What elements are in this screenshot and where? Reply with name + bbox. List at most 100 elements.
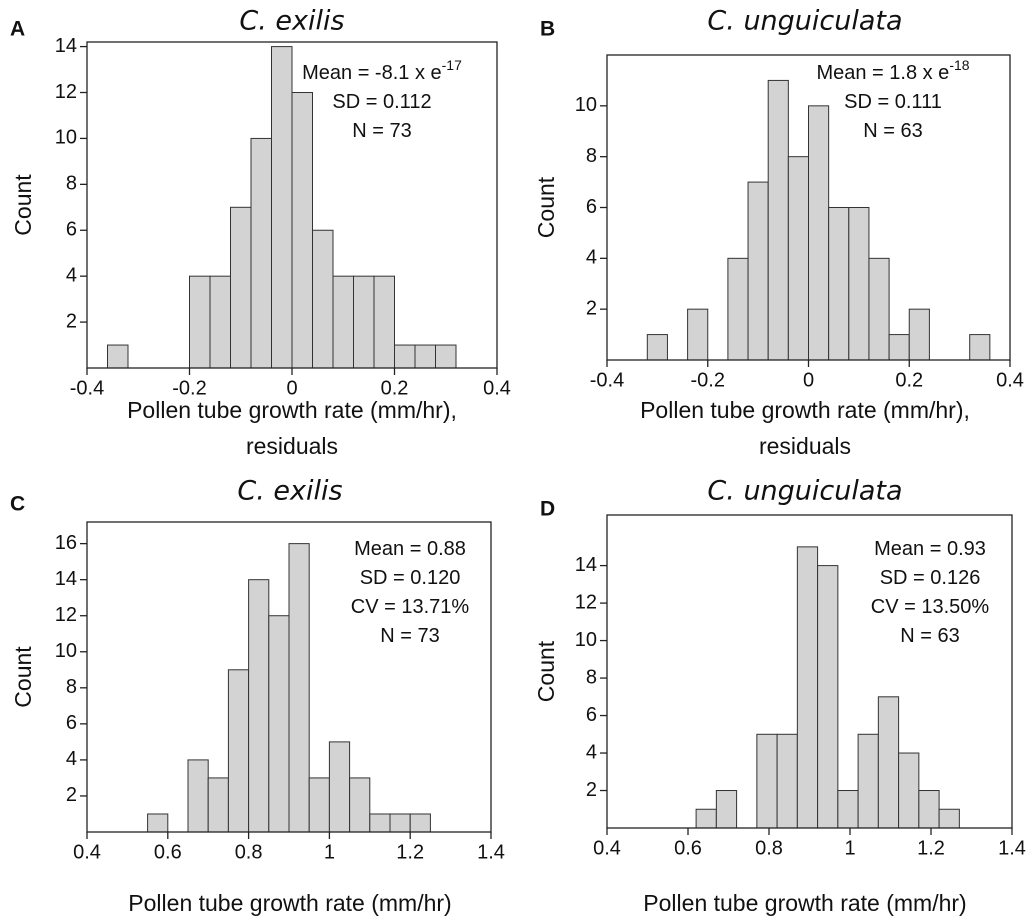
y-tick-label: 12 xyxy=(575,591,597,613)
annotation-text: N = 73 xyxy=(380,625,439,647)
x-tick-label: 0.2 xyxy=(895,369,923,391)
annotation: SD = 0.112 xyxy=(332,91,431,113)
y-tick-label: 2 xyxy=(66,310,77,332)
y-tick-label: 8 xyxy=(66,173,77,195)
x-tick-label: 0.4 xyxy=(996,369,1024,391)
y-tick-label: 2 xyxy=(66,784,77,806)
bar xyxy=(389,813,411,833)
y-axis-label: Count xyxy=(10,174,36,236)
bar xyxy=(288,543,310,833)
annotation-text: Mean = 1.8 x e xyxy=(816,62,949,84)
bar xyxy=(756,733,778,829)
x-axis-label: Pollen tube growth rate (mm/hr), xyxy=(640,397,970,423)
annotation: CV = 13.50% xyxy=(871,596,990,618)
annotation-text: Mean = 0.88 xyxy=(354,538,466,560)
y-tick-label: 8 xyxy=(66,676,77,698)
bar xyxy=(969,334,991,361)
y-tick-label: 4 xyxy=(66,748,77,770)
bar xyxy=(918,790,940,829)
x-tick-label: -0.4 xyxy=(590,369,624,391)
y-tick-label: 14 xyxy=(55,35,77,57)
y-tick-label: 2 xyxy=(586,779,597,801)
bar xyxy=(250,137,272,369)
x-axis-label: residuals xyxy=(246,433,338,459)
x-tick-label: 1 xyxy=(844,837,855,859)
x-axis-label: Pollen tube growth rate (mm/hr) xyxy=(643,890,966,916)
bar xyxy=(373,275,395,369)
x-tick-label: 0 xyxy=(286,377,297,399)
x-tick-label: 1.4 xyxy=(998,837,1026,859)
bar xyxy=(767,79,789,361)
annotation-superscript: -17 xyxy=(442,57,462,73)
bar xyxy=(209,275,231,369)
y-tick-label: 4 xyxy=(66,264,77,286)
y-tick-label: 6 xyxy=(66,219,77,241)
bar xyxy=(938,808,960,829)
annotation: N = 63 xyxy=(863,120,922,142)
bar xyxy=(817,565,839,829)
bar xyxy=(837,790,859,829)
bar xyxy=(776,733,798,829)
annotation-text: Mean = 0.93 xyxy=(874,538,986,560)
bar xyxy=(868,257,890,361)
bar xyxy=(848,207,870,361)
y-tick-label: 12 xyxy=(55,81,77,103)
x-tick-label: -0.2 xyxy=(691,369,725,391)
annotation-text: N = 63 xyxy=(900,625,959,647)
bar xyxy=(268,615,290,833)
bar xyxy=(349,777,371,833)
bar xyxy=(312,229,334,369)
plot-frame xyxy=(606,514,1013,829)
bar xyxy=(332,275,354,369)
chart-title: C. exilis xyxy=(239,6,344,37)
y-tick-label: 10 xyxy=(575,94,597,116)
x-axis-label: Pollen tube growth rate (mm/hr), xyxy=(127,397,457,423)
annotation: N = 63 xyxy=(900,625,959,647)
annotation-superscript: -18 xyxy=(949,57,969,73)
x-tick-label: 0.8 xyxy=(235,841,263,863)
chart-title: C. unguiculata xyxy=(707,476,902,507)
panel-letter: D xyxy=(540,498,555,521)
plot-frame xyxy=(86,521,492,833)
annotation-text: SD = 0.111 xyxy=(844,91,942,113)
x-tick-label: 0.4 xyxy=(593,837,621,859)
bar xyxy=(227,669,250,833)
bar xyxy=(189,275,211,369)
x-tick-label: 1.2 xyxy=(917,837,945,859)
annotation: Mean = 1.8 x e-18 xyxy=(816,57,969,85)
annotation: N = 73 xyxy=(380,625,439,647)
x-tick-label: 0.2 xyxy=(381,377,409,399)
x-tick-label: 0.6 xyxy=(154,841,182,863)
x-tick-label: 1 xyxy=(324,841,335,863)
bar xyxy=(394,344,416,369)
x-axis-label: Pollen tube growth rate (mm/hr) xyxy=(128,890,451,916)
bar xyxy=(747,181,769,361)
bar xyxy=(796,546,819,829)
bar xyxy=(908,308,930,361)
annotation: N = 73 xyxy=(352,120,411,142)
annotation: SD = 0.120 xyxy=(360,567,461,589)
bar xyxy=(409,813,431,833)
annotation: Mean = 0.93 xyxy=(874,538,986,560)
y-tick-label: 8 xyxy=(586,145,597,167)
bar xyxy=(271,46,293,369)
bar xyxy=(353,275,375,369)
y-tick-label: 12 xyxy=(55,604,77,626)
bar xyxy=(187,759,209,833)
y-tick-label: 16 xyxy=(55,532,77,554)
annotation: CV = 13.71% xyxy=(351,596,470,618)
annotation-text: Mean = -8.1 x e xyxy=(302,62,442,84)
y-axis-label: Count xyxy=(533,640,559,702)
bar xyxy=(828,207,850,361)
panel-letter: C xyxy=(10,493,25,516)
bar xyxy=(787,156,809,361)
bar xyxy=(857,733,879,829)
bar xyxy=(107,344,129,369)
y-tick-label: 8 xyxy=(586,666,597,688)
annotation-text: CV = 13.71% xyxy=(351,596,470,618)
bar xyxy=(877,696,900,829)
annotation-text: N = 73 xyxy=(352,120,411,142)
bar xyxy=(435,344,457,369)
x-axis-label: residuals xyxy=(759,433,851,459)
